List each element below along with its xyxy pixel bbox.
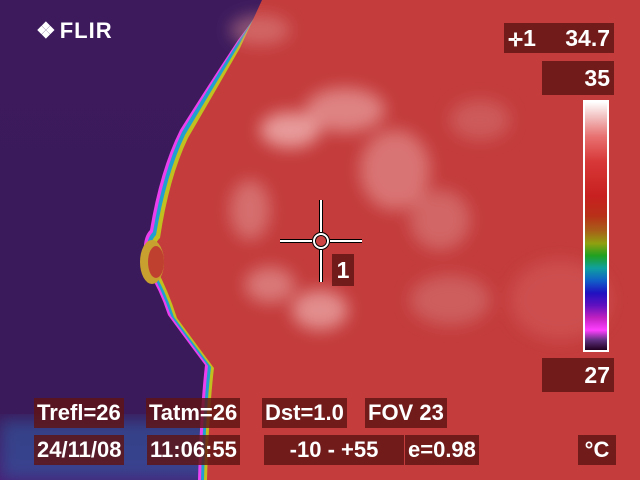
edge-bump-core — [148, 246, 164, 278]
spot-readout-id: ✛1 — [508, 25, 536, 52]
spot-crosshair[interactable] — [280, 200, 362, 282]
scale-max: 35 — [542, 61, 614, 95]
distance-value: Dst=1.0 — [262, 398, 347, 428]
date-value: 24/11/08 — [34, 435, 125, 465]
spot-readout-label: 1 — [523, 24, 536, 51]
fov-value: FOV 23 — [365, 398, 447, 428]
emissivity-value: e=0.98 — [405, 435, 479, 465]
spot-crosshair-icon: ✛ — [508, 29, 524, 50]
scale-min: 27 — [542, 358, 614, 392]
time-value: 11:06:55 — [147, 435, 240, 465]
spot-readout: ✛1 34.7 — [504, 23, 614, 53]
flir-logo: ❖ FLIR — [36, 18, 113, 44]
spot-center — [316, 236, 326, 246]
color-scale-bar — [583, 100, 609, 352]
flir-diamond-icon: ❖ — [36, 18, 57, 43]
trefl-value: Trefl=26 — [34, 398, 124, 428]
flir-logo-text: FLIR — [59, 18, 113, 43]
spot-marker-label: 1 — [332, 254, 354, 286]
temperature-range: -10 - +55 — [264, 435, 404, 465]
unit-label: °C — [578, 435, 616, 465]
spot-readout-value: 34.7 — [565, 24, 610, 51]
tatm-value: Tatm=26 — [146, 398, 241, 428]
